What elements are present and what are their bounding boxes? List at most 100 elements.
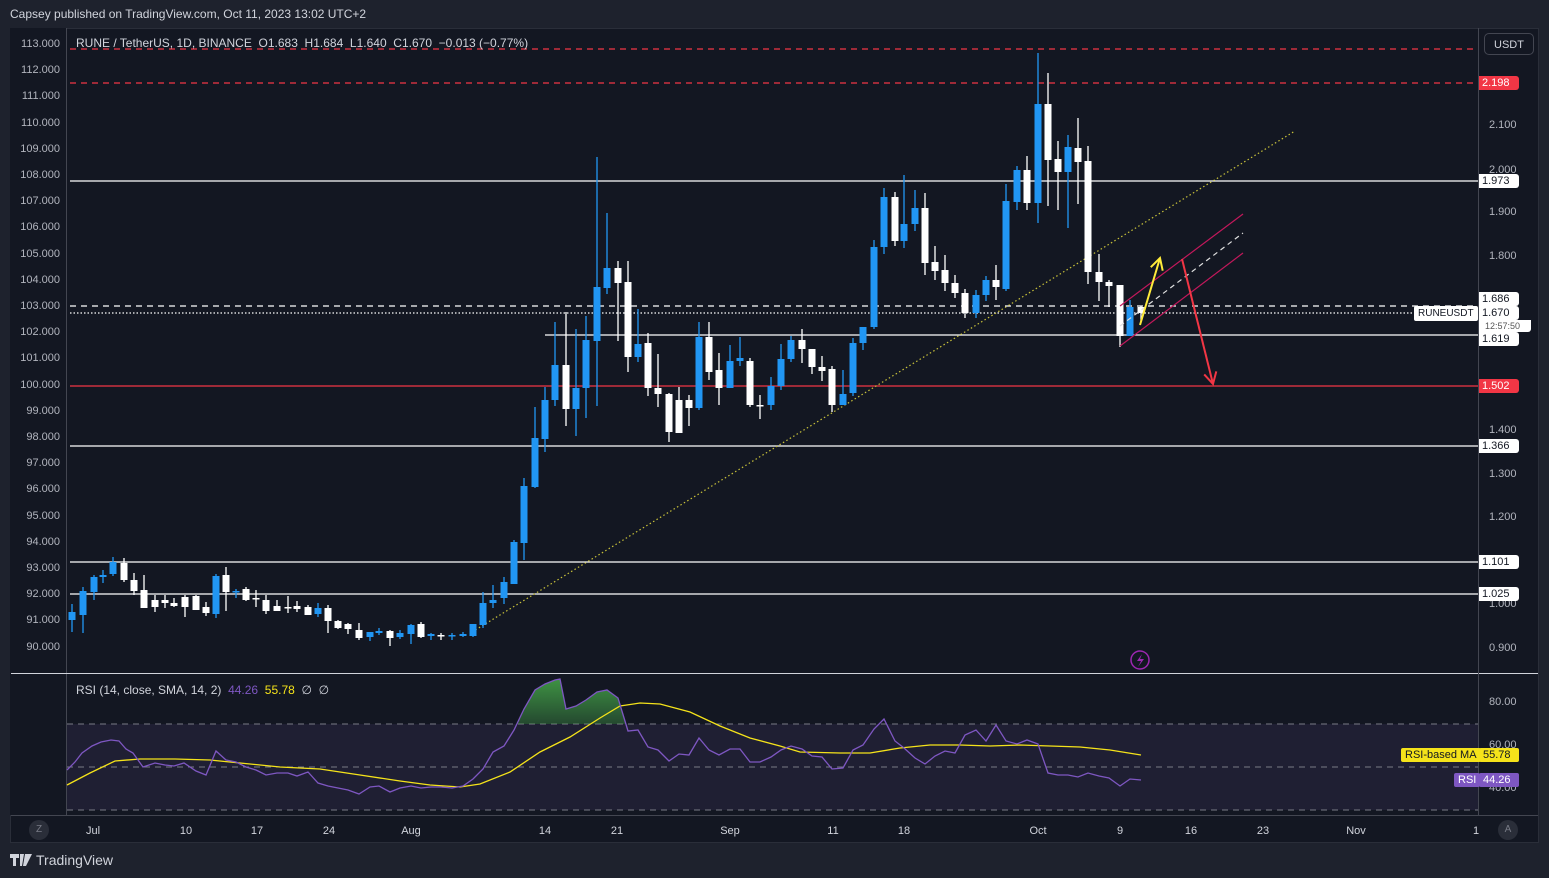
candle (1116, 285, 1124, 347)
candle (252, 590, 260, 607)
candle (808, 349, 816, 374)
right-axis-tick: 1.000 (1489, 598, 1517, 610)
tradingview-brand: TradingView (10, 852, 113, 868)
time-axis-tick: 10 (179, 825, 193, 837)
candle (818, 356, 826, 381)
zoom-reset-button[interactable]: Z (29, 820, 49, 840)
candle (130, 573, 138, 595)
publisher-line: Capsey published on TradingView.com, Oct… (10, 7, 367, 21)
candle (242, 587, 250, 601)
time-axis-tick: Oct (1029, 825, 1047, 837)
candle (1074, 118, 1082, 204)
candle (324, 605, 332, 633)
bullish-arrow-icon[interactable] (1139, 256, 1164, 326)
candle (705, 322, 713, 380)
candle (99, 570, 107, 583)
time-axis-tick: 9 (1116, 825, 1124, 837)
price-label-1.025: 1.025 (1479, 587, 1519, 601)
symbol-price-tag: RUNEUSDT (1414, 306, 1478, 321)
candle (140, 575, 148, 608)
chart-frame (10, 28, 1539, 843)
left-axis-tick: 101.000 (20, 352, 60, 365)
time-axis-tick: 21 (610, 825, 624, 837)
horizontal-levels[interactable] (70, 48, 1478, 595)
rsi-price-label: 44.26 (1479, 773, 1519, 787)
candle (212, 574, 220, 618)
candle (828, 366, 836, 412)
left-axis-tick: 112.000 (21, 64, 60, 77)
price-label-1.686: 1.686 (1479, 292, 1519, 306)
candle (79, 587, 87, 633)
rsi-ma-price-label: 55.78 (1479, 748, 1519, 762)
candles (68, 53, 1145, 646)
parallel-channel[interactable] (1119, 213, 1244, 347)
right-axis-tick: 1.900 (1489, 206, 1517, 218)
candle (767, 377, 775, 410)
pane-divider[interactable] (11, 673, 1538, 674)
price-label-1.619: 1.619 (1479, 332, 1519, 346)
right-price-axis[interactable] (1478, 28, 1540, 815)
candle (982, 276, 990, 301)
candle (685, 395, 693, 426)
left-axis-tick: 104.000 (20, 273, 60, 286)
candle (900, 175, 908, 248)
candle (161, 595, 169, 608)
candle (407, 624, 415, 644)
right-axis-tick: 2.100 (1489, 119, 1517, 131)
auto-scale-button[interactable]: A (1498, 820, 1518, 840)
candle (736, 337, 744, 366)
left-axis-tick: 108.000 (20, 169, 60, 181)
candle (572, 329, 580, 436)
candle (489, 585, 497, 608)
rsi-overbought-fill (504, 679, 635, 724)
candle (891, 192, 899, 246)
candle (675, 387, 683, 433)
trendline[interactable] (471, 130, 1296, 633)
currency-button[interactable]: USDT (1484, 33, 1534, 55)
candle (839, 370, 847, 405)
candle (170, 598, 178, 607)
candle (262, 595, 270, 614)
left-axis-tick: 113.000 (21, 38, 60, 50)
candle (1034, 53, 1042, 223)
price-label-1.670: 1.670 (1479, 306, 1519, 320)
right-axis-tick: 1.800 (1489, 250, 1517, 262)
left-axis-tick: 111.000 (21, 90, 60, 103)
candle (459, 632, 467, 637)
bar-countdown: 12:57:50 (1479, 320, 1531, 332)
time-axis-tick: 23 (1256, 825, 1270, 837)
candle (68, 604, 76, 632)
lightning-event-icon[interactable] (1130, 650, 1150, 670)
symbol-line: RUNE / TetherUS, 1D, BINANCE (76, 36, 252, 50)
left-axis-tick: 103.000 (20, 300, 60, 312)
candle (726, 345, 734, 388)
rsi-pane[interactable] (66, 678, 1478, 811)
time-axis-line (11, 815, 1538, 816)
tradingview-logo-icon (10, 854, 32, 866)
time-axis-tick: Sep (720, 825, 740, 837)
left-axis-tick: 97.000 (26, 457, 60, 470)
ohlc-open: O1.683 (258, 36, 298, 50)
time-axis-tick: 14 (538, 825, 552, 837)
left-axis-tick: 90.000 (26, 640, 60, 653)
candle (603, 213, 611, 294)
left-axis-tick: 92.000 (26, 588, 60, 601)
candle (1064, 135, 1072, 228)
candle (314, 603, 322, 617)
candle (1105, 280, 1113, 307)
rsi-extra-2: ∅ (318, 683, 330, 697)
candle (469, 624, 477, 637)
time-axis-tick: Aug (401, 825, 421, 837)
candle (859, 327, 867, 350)
candle (665, 393, 673, 442)
left-axis-tick: 99.000 (26, 404, 60, 417)
time-axis-tick: 24 (322, 825, 336, 837)
candle (614, 261, 622, 341)
bearish-arrow-icon[interactable] (1181, 258, 1218, 387)
left-price-axis[interactable]: 113.000 112.000 111.000 110.000 109.000 108.0… (10, 28, 67, 815)
ohlc-low: L1.640 (349, 36, 387, 50)
candle (344, 623, 352, 634)
left-axis-tick: 93.000 (26, 562, 60, 574)
right-axis-tick: 2.000 (1489, 164, 1517, 176)
